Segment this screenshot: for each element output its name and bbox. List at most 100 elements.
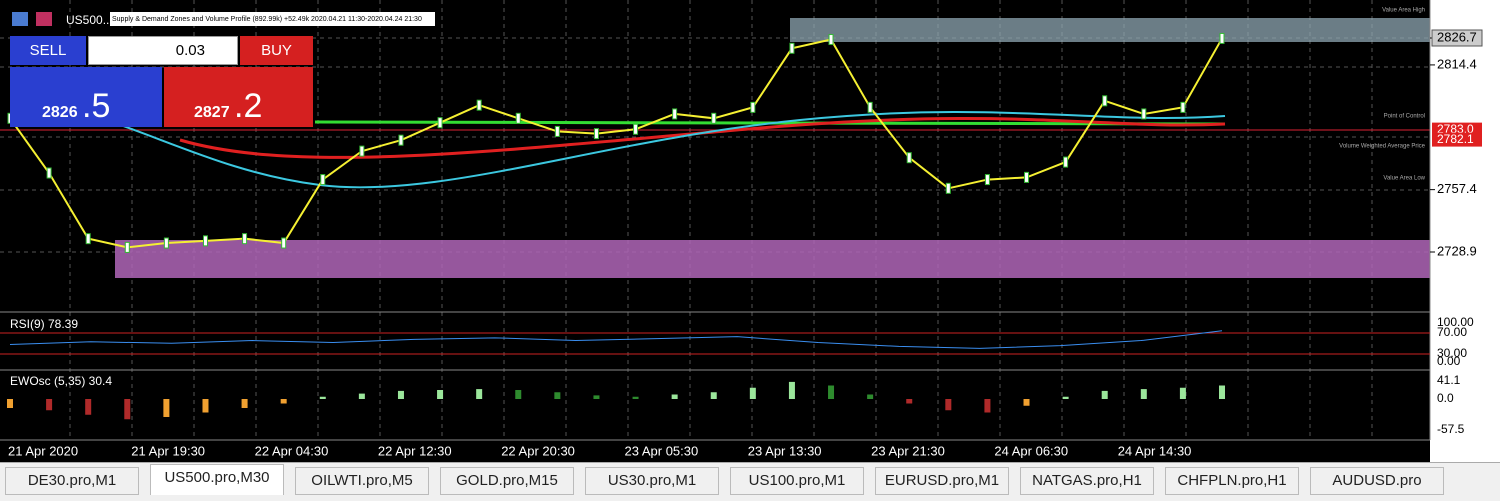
candle	[672, 108, 678, 120]
candle	[398, 134, 404, 146]
ewo-bar	[710, 392, 717, 399]
tab[interactable]: AUDUSD.pro	[1310, 467, 1444, 495]
ewo-label: EWOsc (5,35) 30.4	[10, 374, 112, 388]
current-price-box	[1431, 29, 1483, 47]
ewo-bar	[476, 389, 483, 399]
ewo-bar	[593, 395, 600, 399]
ask-frac: .2	[234, 87, 263, 125]
ewo-bar	[1062, 396, 1069, 399]
tab[interactable]: US500.pro,M30	[150, 464, 284, 495]
marker-label: 2782.1	[1437, 132, 1474, 146]
candle	[202, 235, 208, 247]
tab[interactable]: EURUSD.pro,M1	[875, 467, 1009, 495]
ewo-bar	[1101, 390, 1108, 399]
ewo-bar	[945, 399, 952, 411]
tab[interactable]: NATGAS.pro,H1	[1020, 467, 1154, 495]
ma-slow	[179, 117, 1226, 159]
zone-label: Point of Control	[1384, 114, 1425, 120]
ewo-tick: 41.1	[1437, 373, 1461, 387]
ewo-bar	[1140, 389, 1147, 399]
ewo-bar	[984, 399, 991, 413]
ewo-bar	[515, 390, 522, 399]
tab[interactable]: OILWTI.pro,M5	[295, 467, 429, 495]
candle	[476, 99, 482, 111]
candle	[1180, 101, 1186, 113]
zone-label: Volume Weighted Average Price	[1339, 144, 1425, 150]
sell-button[interactable]: SELL	[10, 36, 86, 65]
tab[interactable]: CHFPLN.pro,H1	[1165, 467, 1299, 495]
ask-box[interactable]: 2827 .2	[164, 67, 313, 127]
bid-box[interactable]: 2826 .5	[10, 67, 162, 127]
zone-label: Value Area Low	[1383, 176, 1425, 182]
ewo-bar	[319, 396, 326, 399]
time-label: 24 Apr 14:30	[1118, 443, 1192, 458]
indicator-label: Supply & Demand Zones and Volume Profile…	[112, 16, 422, 23]
rsi-tick: 70.00	[1437, 325, 1467, 339]
ewo-bar	[554, 392, 561, 399]
ewo-bar	[1219, 385, 1225, 399]
candle	[1102, 95, 1108, 107]
ewo-bar	[241, 399, 248, 408]
symbol: US500...	[66, 13, 113, 27]
bid-frac: .5	[82, 87, 111, 125]
bid-main: 2826	[42, 104, 78, 121]
rsi-tick: 0.00	[1437, 354, 1461, 368]
candle	[554, 125, 560, 137]
icon	[12, 12, 28, 26]
tab-bar: DE30.pro,M1 US500.pro,M30 OILWTI.pro,M5 GOL…	[0, 462, 1500, 501]
time-label: 23 Apr 21:30	[871, 443, 945, 458]
marker-box	[1432, 132, 1482, 147]
ewo-bar	[437, 390, 444, 399]
candle	[711, 112, 717, 124]
candle	[242, 233, 248, 245]
tab[interactable]: US100.pro,M1	[730, 467, 864, 495]
time-label: 23 Apr 13:30	[748, 443, 822, 458]
ewo-bar	[867, 394, 874, 399]
candle	[163, 237, 169, 249]
chart: US500... Supply & Demand Zones and Volum…	[0, 0, 1500, 462]
ewo-bar	[163, 399, 170, 417]
time-label: 21 Apr 2020	[8, 443, 78, 458]
candle	[281, 237, 287, 249]
time-label: 21 Apr 19:30	[131, 443, 205, 458]
price-label: 2826.7	[1437, 29, 1477, 44]
time-label: 22 Apr 04:30	[255, 443, 329, 458]
ask-main: 2827	[194, 104, 230, 121]
candle	[633, 123, 639, 135]
candle	[984, 174, 990, 186]
candle	[867, 101, 873, 113]
candle	[906, 152, 912, 164]
candle	[320, 174, 326, 186]
ewo-bar	[358, 393, 365, 399]
ewo-bar	[124, 399, 131, 420]
price-label: 2757.4	[1437, 181, 1477, 196]
tab[interactable]: US30.pro,M1	[585, 467, 719, 495]
rsi-tick: 30.00	[1437, 346, 1467, 360]
candle	[359, 145, 365, 157]
ewo-bar	[632, 396, 639, 399]
ewo-bar	[202, 399, 209, 413]
time-axis-bg	[0, 440, 1430, 462]
lot-input[interactable]: 0.03	[88, 36, 238, 65]
price-axis-bg	[1430, 0, 1500, 462]
candle	[1219, 32, 1225, 44]
candle	[1063, 156, 1069, 168]
candle	[945, 182, 951, 194]
ewo-bar	[85, 399, 92, 415]
ewo-bar	[749, 387, 756, 399]
time-label: 23 Apr 05:30	[625, 443, 699, 458]
tab[interactable]: DE30.pro,M1	[5, 467, 139, 495]
tab[interactable]: GOLD.pro,M15	[440, 467, 574, 495]
ma-mid	[19, 99, 1226, 189]
ewo-bar	[1179, 387, 1186, 399]
candle	[750, 101, 756, 113]
candle	[593, 128, 599, 140]
candle	[85, 233, 91, 245]
ewo-bar	[906, 399, 913, 404]
buy-button[interactable]: BUY	[240, 36, 313, 65]
time-label: 24 Apr 06:30	[994, 443, 1068, 458]
candle	[1141, 108, 1147, 120]
ewo-bar	[788, 381, 795, 399]
rsi-tick: 100.00	[1437, 315, 1474, 329]
